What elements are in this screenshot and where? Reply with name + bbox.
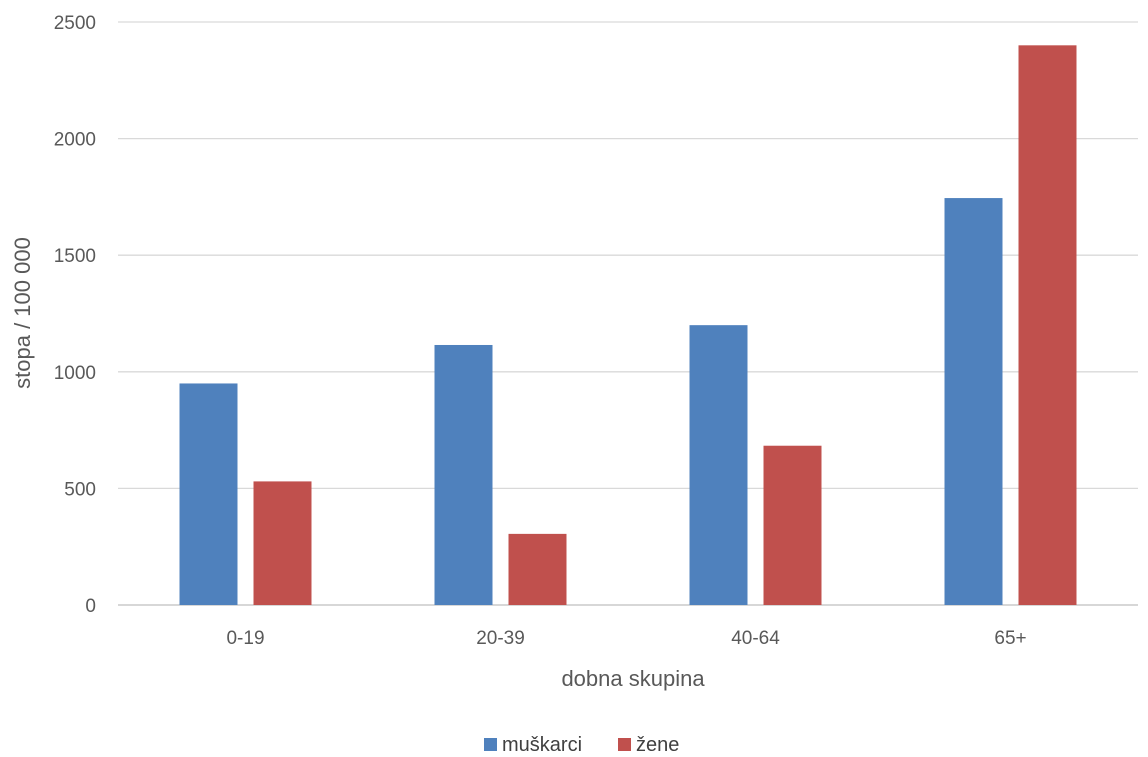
- y-tick-label: 2500: [54, 13, 96, 34]
- x-axis-title: dobna skupina: [561, 666, 705, 691]
- bar-65+-žene: [1018, 45, 1077, 605]
- y-tick-label: 1000: [54, 363, 96, 384]
- bar-0-19-žene: [253, 481, 312, 605]
- legend-label: muškarci: [502, 734, 582, 756]
- bar-20-39-žene: [508, 533, 567, 605]
- x-tick-label: 65+: [994, 628, 1026, 649]
- y-tick-label: 500: [64, 479, 96, 500]
- y-tick-label: 1500: [54, 246, 96, 267]
- legend-label: žene: [636, 734, 679, 756]
- bar-40-64-žene: [763, 445, 822, 605]
- x-tick-label: 20-39: [476, 628, 525, 649]
- legend-swatch: [618, 738, 631, 751]
- bars: [179, 45, 1077, 606]
- y-tick-label: 0: [85, 596, 96, 617]
- bar-65+-muškarci: [944, 198, 1003, 606]
- x-tick-label: 0-19: [226, 628, 264, 649]
- y-axis-title: stopa / 100 000: [10, 237, 35, 389]
- x-axis-ticks: 0-19 20-39 40-64 65+: [226, 628, 1026, 649]
- y-axis-ticks: 0 500 1000 1500 2000 2500: [54, 13, 96, 617]
- y-tick-label: 2000: [54, 130, 96, 151]
- bar-40-64-muškarci: [689, 325, 748, 605]
- x-tick-label: 40-64: [731, 628, 780, 649]
- bar-20-39-muškarci: [434, 344, 493, 605]
- bar-0-19-muškarci: [179, 383, 238, 605]
- legend: muškarci žene: [484, 734, 679, 756]
- legend-swatch: [484, 738, 497, 751]
